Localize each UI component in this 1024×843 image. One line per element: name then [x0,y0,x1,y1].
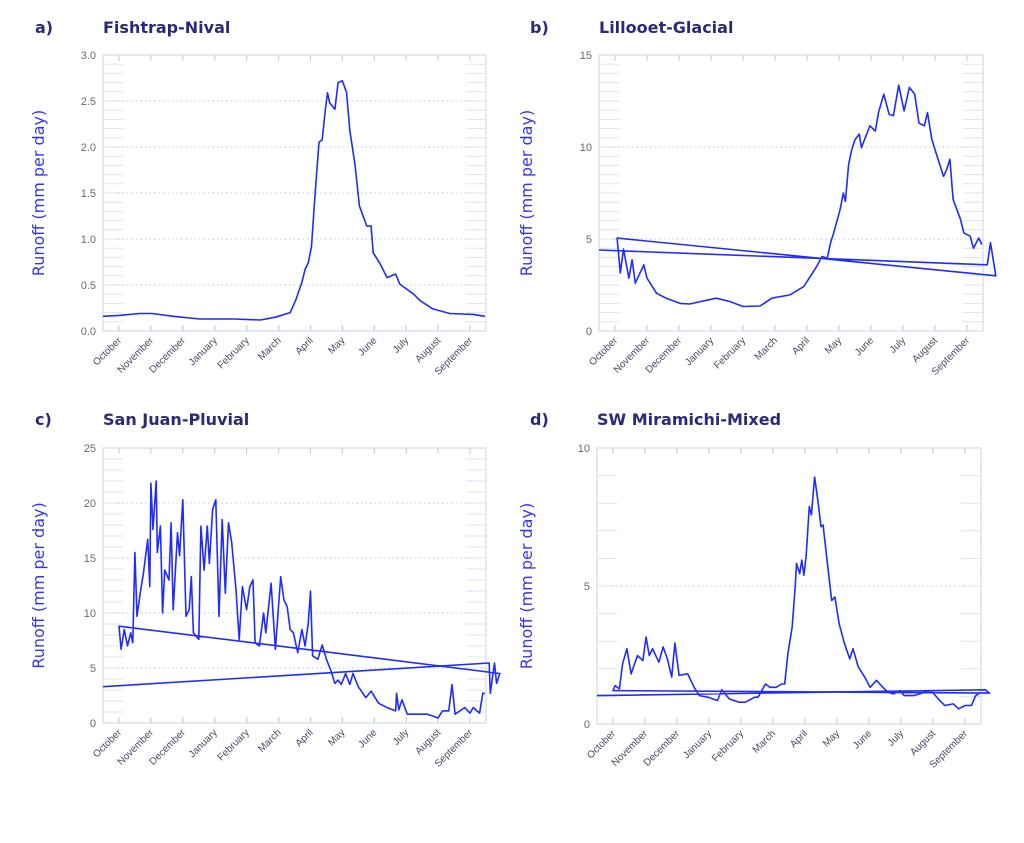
y-tick-label: 5 [586,234,592,246]
panel-letter: a) [35,18,53,37]
y-tick-label: 2.5 [81,96,96,108]
x-tick-label: March [256,727,283,754]
panel-letter: c) [35,410,52,429]
plot-frame [598,54,984,332]
y-tick-label: 0 [586,326,592,338]
runoff-line [102,480,501,719]
plot-frame [102,54,487,332]
x-tick-label: August [413,335,443,365]
y-tick-label: 15 [84,553,96,565]
y-tick-label: 0 [584,719,590,731]
x-tick-label: April [294,727,316,749]
panel-letter: d) [530,410,549,429]
panel-title: Lillooet-Glacial [599,18,733,37]
y-tick-label: 0.5 [81,280,96,292]
x-tick-label: March [753,335,780,362]
plot-frame [596,447,982,725]
y-tick-label: 10 [84,608,96,620]
x-tick-label: February [710,728,746,764]
y-axis-label: Runoff (mm per day) [517,503,536,669]
x-tick-label: June [356,727,379,750]
y-tick-label: 5 [584,581,590,593]
x-tick-label: August [413,727,443,757]
x-tick-label: July [886,728,906,748]
x-tick-label: June [851,728,874,751]
x-tick-label: February [712,335,748,371]
x-tick-label: May [823,335,844,356]
panel-title: San Juan-Pluvial [103,410,249,429]
x-tick-label: March [751,728,778,755]
runoff-line [102,80,486,321]
y-tick-label: 20 [84,498,96,510]
x-tick-label: July [391,335,411,355]
y-axis-label: Runoff (mm per day) [29,110,48,276]
x-tick-label: April [294,335,316,357]
x-tick-label: May [326,335,347,356]
y-tick-label: 1.0 [81,234,96,246]
y-tick-label: 2.0 [81,142,96,154]
panel-letter: b) [530,18,549,37]
runoff-line [596,476,991,710]
y-tick-label: 25 [84,443,96,455]
x-tick-label: April [790,335,812,357]
x-tick-label: February [216,727,252,763]
plot-frame [102,447,487,724]
y-tick-label: 0 [90,718,96,730]
y-tick-label: 0.0 [81,326,96,338]
x-tick-label: March [256,335,283,362]
panel-title: SW Miramichi-Mixed [597,410,781,429]
x-tick-label: June [356,335,379,358]
y-tick-label: 15 [580,50,592,62]
x-tick-label: July [391,727,411,747]
x-tick-label: August [908,728,938,758]
y-axis-label: Runoff (mm per day) [29,502,48,668]
x-tick-label: May [326,727,347,748]
y-tick-label: 5 [90,663,96,675]
x-tick-label: July [888,335,908,355]
y-tick-label: 3.0 [81,50,96,62]
runoff-line [598,84,997,308]
x-tick-label: May [821,728,842,749]
y-tick-label: 1.5 [81,188,96,200]
y-tick-label: 10 [578,443,590,455]
panel-title: Fishtrap-Nival [103,18,230,37]
x-tick-label: June [853,335,876,358]
y-axis-label: Runoff (mm per day) [517,110,536,276]
x-tick-label: February [216,335,252,371]
y-tick-label: 10 [580,142,592,154]
x-tick-label: April [788,728,810,750]
x-tick-label: August [910,335,940,365]
